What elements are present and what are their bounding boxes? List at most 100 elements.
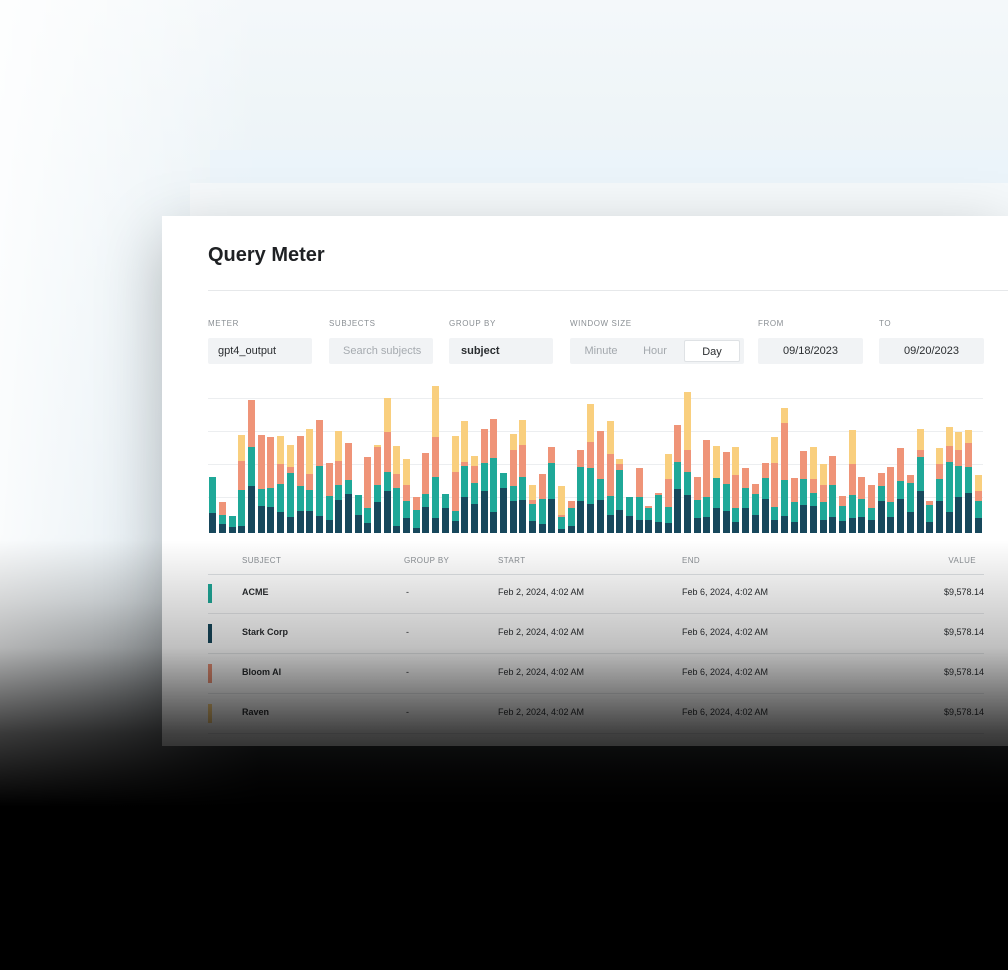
group-by-select[interactable]: subject (449, 338, 553, 364)
chart-bar[interactable] (374, 444, 381, 533)
chart-bar[interactable] (761, 463, 769, 533)
chart-bar[interactable] (393, 445, 401, 533)
chart-bar-segment (296, 436, 304, 487)
chart-bar[interactable] (819, 464, 827, 533)
chart-bar[interactable] (751, 483, 759, 533)
chart-bar[interactable] (403, 459, 411, 533)
chart-bar[interactable] (567, 501, 575, 533)
column-header-start[interactable]: START (498, 556, 526, 565)
chart-bar[interactable] (519, 420, 527, 533)
chart-bar[interactable] (238, 434, 246, 533)
window-option-hour[interactable]: Hour (643, 345, 667, 357)
window-option-day[interactable]: Day (684, 340, 740, 362)
chart-bar[interactable] (722, 452, 730, 533)
chart-bar[interactable] (616, 459, 624, 533)
chart-bar[interactable] (877, 472, 885, 533)
chart-bar[interactable] (800, 450, 808, 533)
chart-bar[interactable] (248, 400, 256, 533)
chart-bar[interactable] (964, 429, 972, 533)
chart-bar[interactable] (771, 437, 779, 533)
chart-bar[interactable] (509, 433, 517, 533)
chart-bar[interactable] (451, 436, 459, 533)
table-row[interactable]: Raven - Feb 2, 2024, 4:02 AM Feb 6, 2024… (208, 694, 984, 734)
chart-bar[interactable] (441, 493, 449, 533)
chart-bar[interactable] (325, 463, 333, 533)
chart-bar[interactable] (344, 443, 352, 533)
chart-bar[interactable] (461, 421, 469, 533)
chart-bar[interactable] (742, 467, 750, 533)
chart-bar[interactable] (897, 448, 905, 533)
chart-bar[interactable] (267, 437, 275, 533)
chart-bar-segment (374, 447, 381, 486)
column-header-end[interactable]: END (682, 556, 701, 565)
subjects-search-input[interactable]: Search subjects (329, 338, 433, 364)
chart-bar[interactable] (945, 427, 953, 533)
chart-bar-segment (800, 479, 808, 505)
chart-bar[interactable] (422, 453, 430, 533)
chart-bar[interactable] (935, 448, 943, 533)
chart-bar[interactable] (926, 501, 934, 533)
table-row[interactable]: Stark Corp - Feb 2, 2024, 4:02 AM Feb 6,… (208, 614, 984, 654)
chart-bar[interactable] (383, 398, 391, 533)
chart-bar[interactable] (257, 434, 265, 533)
chart-bar[interactable] (364, 456, 372, 533)
chart-bar[interactable] (848, 429, 856, 533)
to-date-input[interactable]: 09/20/2023 (879, 338, 984, 364)
meter-select[interactable]: gpt4_output (208, 338, 312, 364)
chart-bar[interactable] (354, 494, 362, 533)
column-header-subject[interactable]: SUBJECT (242, 556, 282, 565)
table-row[interactable]: Bloom AI - Feb 2, 2024, 4:02 AM Feb 6, 2… (208, 654, 984, 694)
chart-bar[interactable] (829, 455, 837, 533)
chart-bar[interactable] (432, 385, 440, 533)
chart-bar[interactable] (490, 418, 498, 533)
chart-bar[interactable] (674, 425, 682, 533)
chart-bar[interactable] (906, 475, 914, 533)
chart-bar[interactable] (538, 474, 546, 533)
chart-bar[interactable] (839, 496, 846, 533)
chart-bar[interactable] (693, 476, 701, 533)
window-option-minute[interactable]: Minute (584, 345, 618, 357)
chart-bar[interactable] (664, 454, 672, 533)
table-row[interactable]: ACME - Feb 2, 2024, 4:02 AM Feb 6, 2024,… (208, 574, 984, 614)
chart-bar[interactable] (286, 444, 294, 533)
chart-bar[interactable] (596, 431, 604, 533)
chart-bar[interactable] (315, 420, 323, 533)
chart-bar[interactable] (654, 492, 662, 533)
chart-bar[interactable] (916, 428, 924, 533)
chart-bar[interactable] (780, 407, 788, 533)
chart-bar[interactable] (480, 428, 488, 533)
chart-bar[interactable] (606, 421, 614, 533)
chart-bar[interactable] (228, 515, 236, 533)
chart-bar[interactable] (209, 476, 217, 533)
chart-bar[interactable] (713, 445, 721, 533)
chart-bar[interactable] (635, 467, 643, 533)
chart-bar[interactable] (703, 439, 711, 533)
chart-bar[interactable] (219, 502, 226, 533)
chart-bar[interactable] (887, 466, 895, 533)
chart-bar[interactable] (470, 455, 478, 533)
chart-bar[interactable] (306, 428, 314, 533)
chart-bar[interactable] (587, 404, 595, 533)
chart-bar[interactable] (645, 506, 653, 533)
column-header-value[interactable]: VALUE (948, 556, 976, 565)
chart-bar[interactable] (296, 436, 304, 533)
chart-bar[interactable] (974, 475, 982, 533)
chart-bar[interactable] (868, 485, 876, 533)
column-header-group-by[interactable]: GROUP BY (404, 556, 450, 565)
chart-bar[interactable] (577, 449, 585, 533)
chart-bar[interactable] (412, 497, 420, 533)
chart-bar[interactable] (684, 391, 691, 533)
chart-bar[interactable] (955, 432, 963, 533)
chart-bar[interactable] (790, 477, 798, 533)
chart-bar[interactable] (732, 447, 740, 533)
chart-bar[interactable] (558, 486, 566, 533)
chart-bar[interactable] (277, 436, 285, 533)
from-date-input[interactable]: 09/18/2023 (758, 338, 863, 364)
chart-bar[interactable] (335, 431, 343, 533)
chart-bar[interactable] (809, 447, 817, 533)
chart-bar[interactable] (625, 497, 633, 533)
chart-bar[interactable] (858, 476, 866, 533)
chart-bar[interactable] (548, 447, 556, 533)
chart-bar[interactable] (529, 485, 536, 533)
chart-bar[interactable] (499, 472, 507, 533)
